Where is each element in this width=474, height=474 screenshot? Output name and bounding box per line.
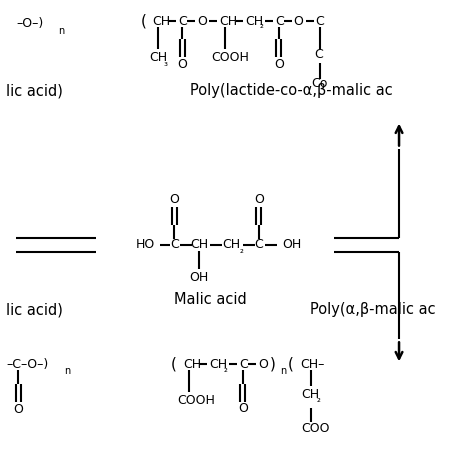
Text: C: C [239, 358, 248, 371]
Text: Poly(lactide-co-α,β-malic ac: Poly(lactide-co-α,β-malic ac [190, 83, 393, 99]
Text: O: O [197, 15, 207, 28]
Text: lic acid): lic acid) [6, 302, 63, 317]
Text: O: O [177, 57, 187, 71]
Text: COOH: COOH [211, 51, 249, 64]
Text: O: O [169, 193, 179, 206]
Text: n: n [280, 366, 286, 376]
Text: O: O [258, 358, 268, 371]
Text: Co: Co [311, 77, 328, 91]
Text: CH: CH [149, 51, 168, 64]
Text: lic acid): lic acid) [6, 83, 63, 99]
Text: O: O [294, 15, 303, 28]
Text: Malic acid: Malic acid [174, 292, 246, 307]
Text: C: C [315, 47, 323, 61]
Text: CH: CH [190, 238, 208, 251]
Text: O: O [274, 57, 283, 71]
Text: OH: OH [190, 271, 209, 284]
Text: OH: OH [283, 238, 302, 251]
Text: C: C [178, 15, 187, 28]
Text: n: n [58, 26, 64, 36]
Text: CH: CH [222, 238, 240, 251]
Text: ₂: ₂ [224, 364, 228, 374]
Text: CH: CH [153, 15, 171, 28]
Text: CH: CH [245, 15, 263, 28]
Text: C: C [316, 15, 324, 28]
Text: –C–O–): –C–O–) [6, 358, 49, 371]
Text: n: n [64, 366, 70, 376]
Text: ): ) [270, 357, 276, 372]
Text: CH: CH [301, 388, 320, 401]
Text: ₂: ₂ [240, 245, 244, 255]
Text: C: C [275, 15, 283, 28]
Text: CH: CH [209, 358, 228, 371]
Text: (: ( [170, 357, 176, 372]
Text: C: C [170, 238, 179, 251]
Text: CH: CH [183, 358, 201, 371]
Text: ₂: ₂ [317, 394, 320, 404]
Text: COO: COO [301, 422, 330, 435]
Text: C: C [255, 238, 263, 251]
Text: CH–: CH– [301, 358, 325, 371]
Text: (: ( [288, 357, 293, 372]
Text: O: O [238, 402, 248, 416]
Text: O: O [254, 193, 264, 206]
Text: CH: CH [219, 15, 237, 28]
Text: Poly(α,β-malic ac: Poly(α,β-malic ac [310, 302, 435, 317]
Text: COOH: COOH [177, 393, 215, 407]
Text: ₂: ₂ [260, 20, 264, 30]
Text: HO: HO [136, 238, 155, 251]
Text: (: ( [141, 14, 146, 29]
Text: ₃: ₃ [164, 58, 167, 68]
Text: O: O [13, 403, 23, 417]
Text: –O–): –O–) [16, 17, 44, 30]
